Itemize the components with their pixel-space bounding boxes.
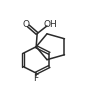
- Text: O: O: [22, 20, 29, 29]
- Text: OH: OH: [44, 20, 58, 29]
- Text: F: F: [34, 74, 39, 83]
